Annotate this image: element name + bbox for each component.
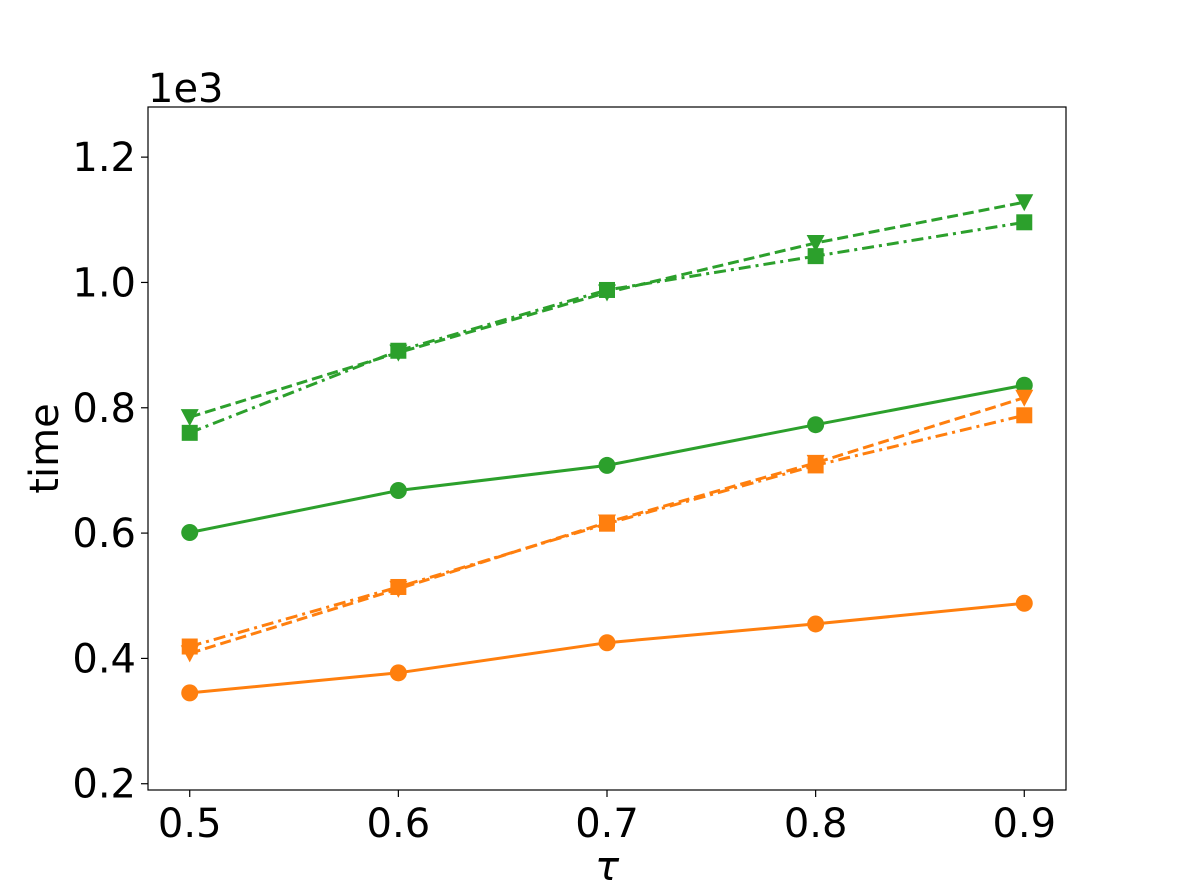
data-point [180,409,199,427]
data-point [1015,389,1034,407]
data-point [1015,194,1034,212]
data-point [599,515,615,532]
series-line [189,220,1025,435]
data-point [807,457,824,474]
y-tick-label: 0.6 [72,511,136,557]
data-point [1016,407,1033,424]
data-point [1015,376,1033,394]
data-point [599,281,615,298]
data-point [181,684,199,702]
y-axis-offset-label: 1e3 [148,66,224,112]
data-point [807,416,825,434]
data-point [181,523,199,541]
data-point [181,638,198,655]
plot-marks [180,194,1034,702]
data-point [598,456,616,474]
data-point [389,481,407,499]
series-1 [180,194,1034,427]
data-point [807,615,825,633]
x-tick-label: 0.5 [158,801,222,847]
x-tick-label: 0.6 [367,801,431,847]
y-tick-label: 1.0 [72,260,136,306]
data-point [806,234,825,252]
y-axis-label: time [22,403,68,493]
data-point [598,634,616,652]
series-0 [181,376,1033,541]
y-tick-label: 0.8 [72,386,136,432]
x-tick-label: 0.8 [784,801,848,847]
y-tick-label: 0.2 [72,762,136,808]
series-2 [181,214,1033,441]
data-point [807,248,824,265]
y-tick-label: 1.2 [72,135,136,181]
data-point [181,424,198,441]
data-point [389,664,407,682]
y-axis: 0.2 0.4 0.6 0.8 1.0 1.2 [72,135,148,808]
data-point [1016,214,1033,231]
data-point [390,342,407,359]
x-axis: 0.5 0.6 0.7 0.8 0.9 [158,790,1056,847]
data-point [390,578,407,595]
series-5 [181,407,1033,655]
plot-frame [147,106,1067,791]
x-tick-label: 0.7 [575,801,639,847]
x-tick-label: 0.9 [992,801,1056,847]
y-tick-label: 0.4 [72,636,136,682]
x-axis-label: τ [595,844,620,888]
series-3 [181,594,1033,702]
data-point [1015,594,1033,612]
